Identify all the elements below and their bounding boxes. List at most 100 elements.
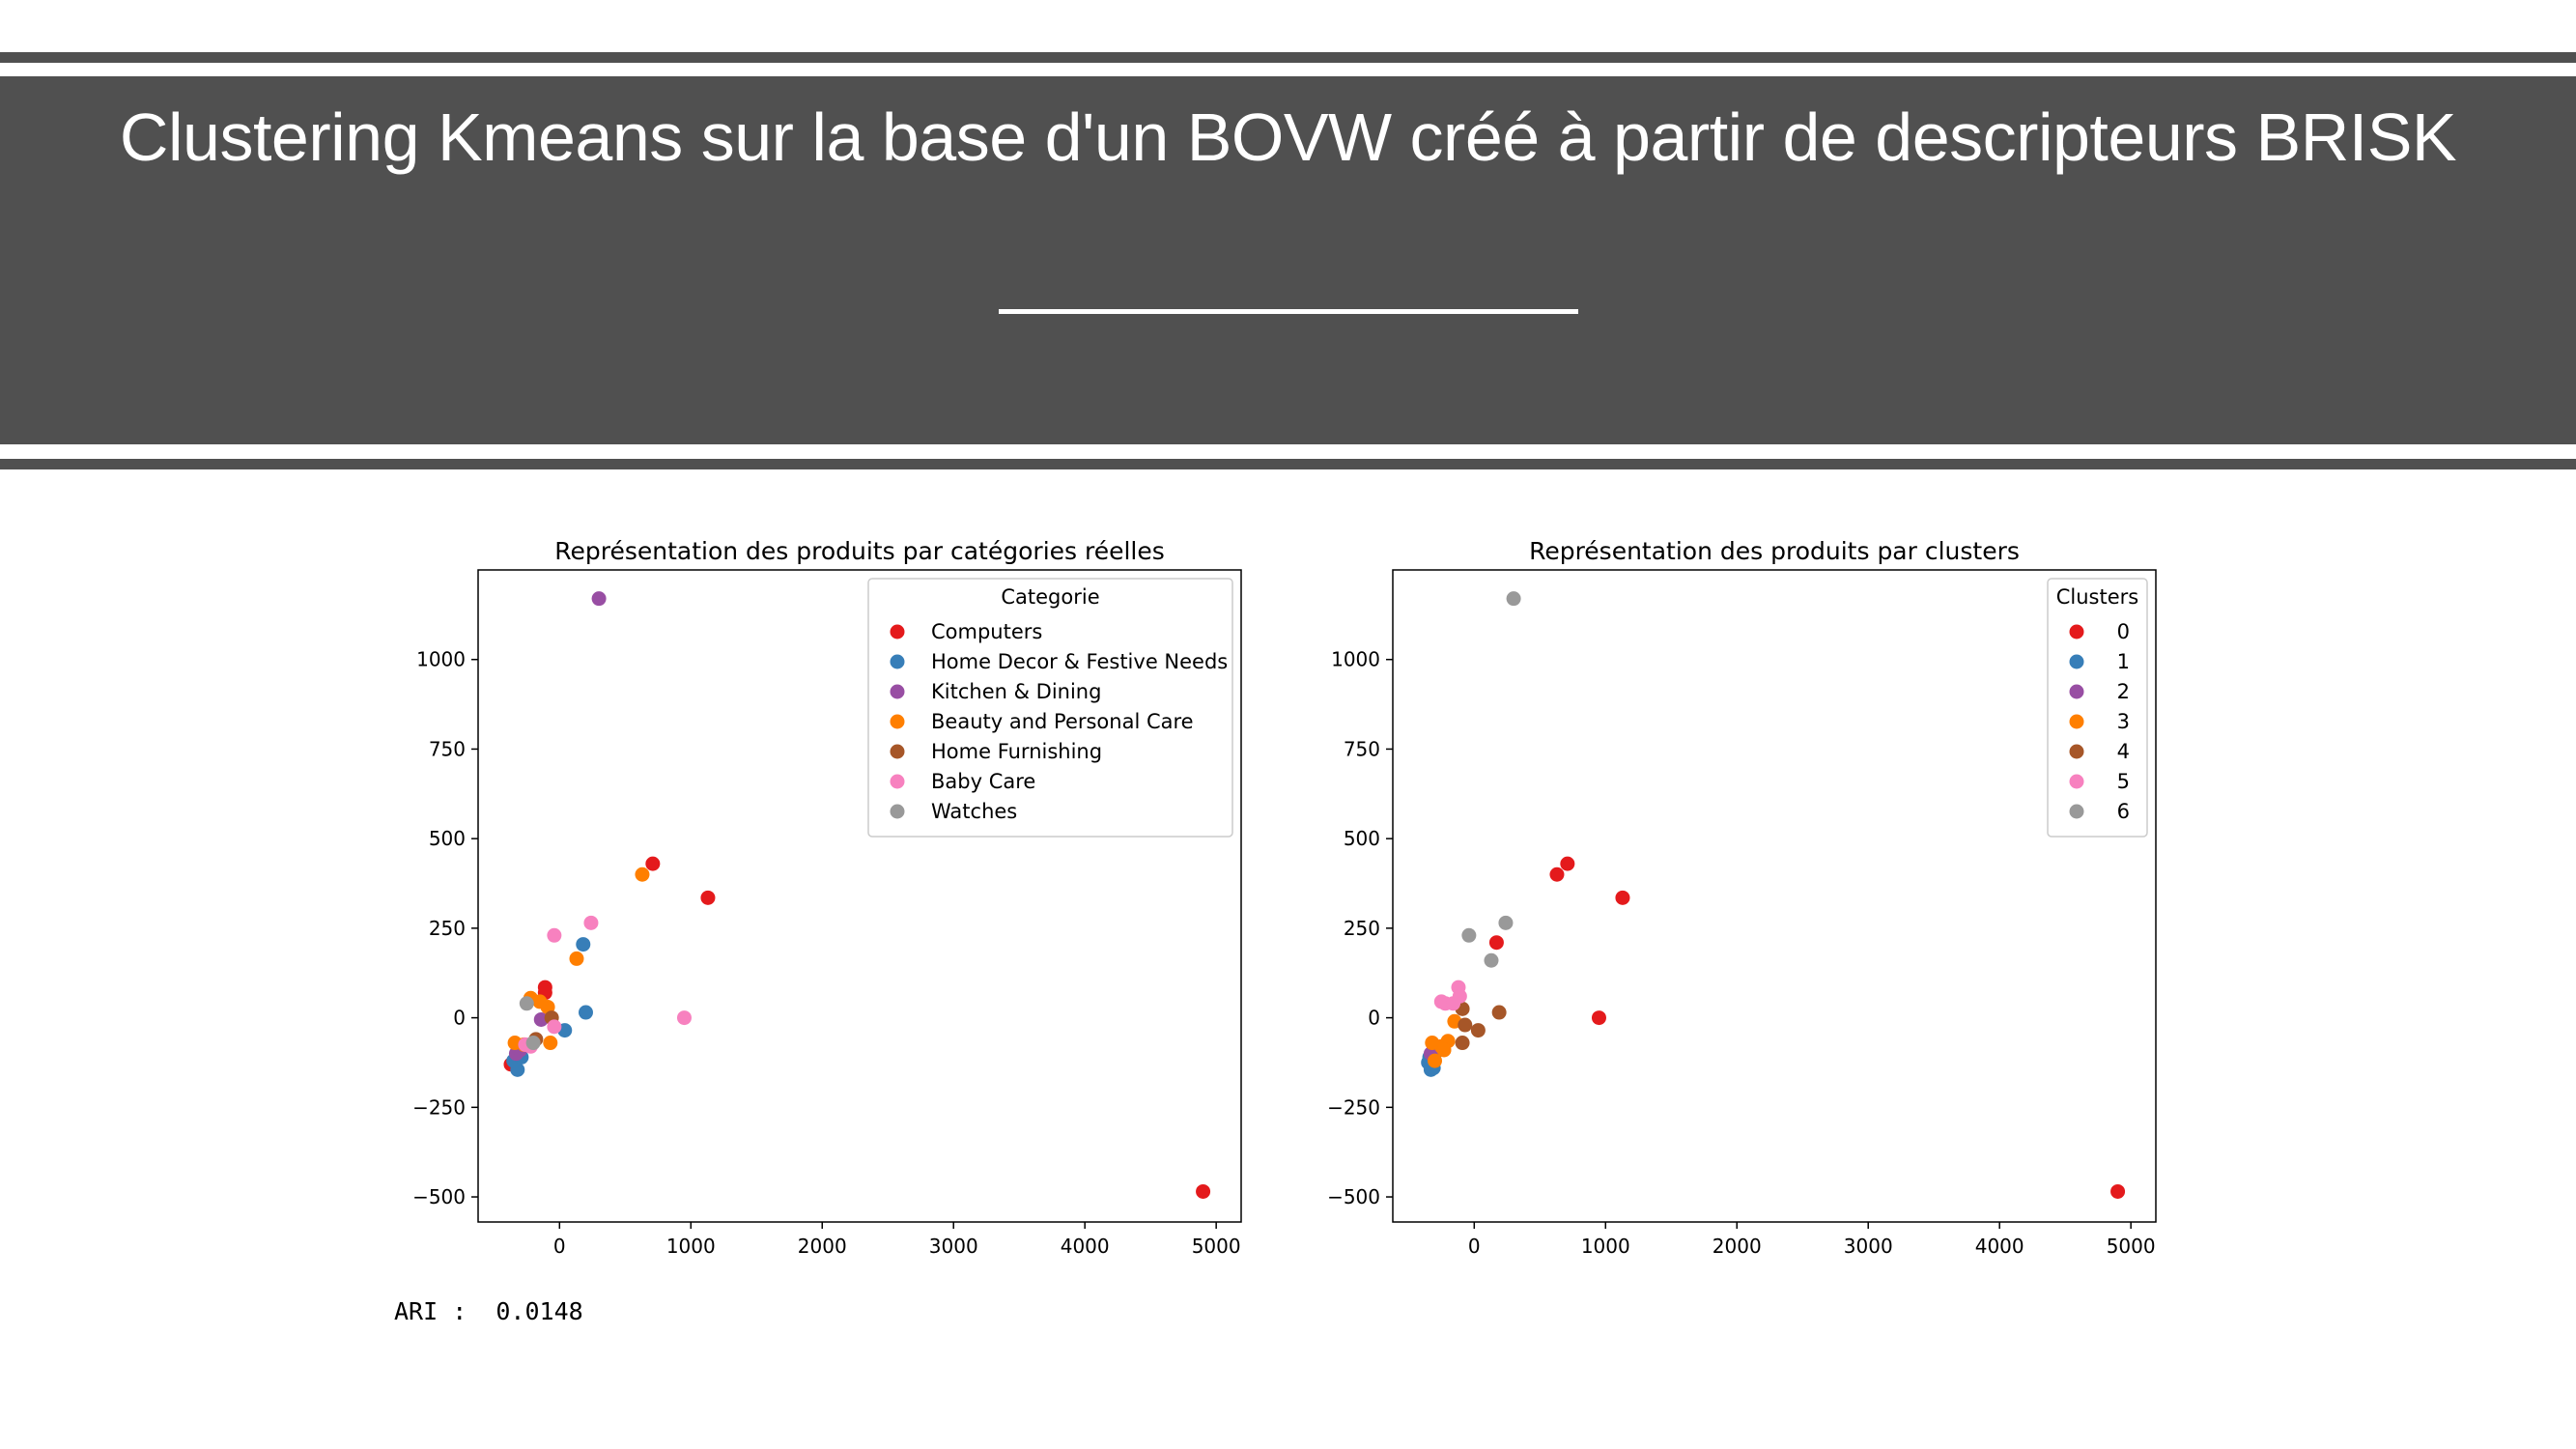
legend-label: Computers [931, 620, 1042, 643]
x-tick-label: 3000 [1844, 1235, 1893, 1258]
legend-label: Kitchen & Dining [931, 680, 1101, 703]
data-point [1549, 867, 1564, 882]
x-tick-label: 2000 [1713, 1235, 1762, 1258]
bottom-divider [0, 459, 2576, 469]
data-point [543, 1036, 557, 1050]
legend-marker [2070, 715, 2084, 729]
legend: Categorie Computers Home Decor & Festive N… [868, 579, 1232, 837]
x-tick-label: 1000 [1581, 1235, 1630, 1258]
legend-marker [891, 775, 905, 789]
legend-label: 4 [2117, 740, 2130, 763]
top-divider [0, 52, 2576, 63]
x-tick-label: 4000 [1975, 1235, 2024, 1258]
legend-title: Clusters [2056, 585, 2138, 609]
data-point [1592, 1010, 1606, 1025]
legend-marker [891, 805, 905, 819]
data-point [645, 857, 660, 871]
data-point [700, 891, 715, 905]
x-tick-label: 3000 [929, 1235, 978, 1258]
legend-marker [891, 655, 905, 669]
data-point [520, 996, 534, 1010]
legend-box [868, 579, 1232, 837]
y-tick-label: 750 [1344, 737, 1380, 760]
legend-label: Beauty and Personal Care [931, 710, 1194, 733]
data-point [526, 1036, 541, 1050]
data-point [583, 916, 598, 930]
ari-score: ARI : 0.0148 [394, 1297, 583, 1325]
y-tick-label: 0 [453, 1007, 466, 1030]
legend-marker [891, 715, 905, 729]
data-point [1615, 891, 1629, 905]
data-point [1560, 857, 1574, 871]
legend-box [2048, 579, 2147, 837]
legend-label: Watches [931, 800, 1017, 823]
chart-title: Représentation des produits par clusters [1529, 537, 2020, 565]
data-point [576, 937, 590, 952]
data-point [592, 591, 607, 606]
chart-categories: Représentation des produits par catégori… [412, 537, 1241, 1258]
data-point [1461, 928, 1476, 943]
ari-label: ARI : [394, 1297, 467, 1325]
data-point [579, 1006, 593, 1020]
data-point [1458, 1018, 1472, 1033]
legend-label: Home Furnishing [931, 740, 1102, 763]
data-point [635, 867, 649, 882]
y-tick-label: 1000 [1331, 648, 1380, 671]
data-point [1471, 1023, 1486, 1037]
legend-label: 0 [2117, 620, 2130, 643]
legend-label: 6 [2117, 800, 2130, 823]
data-point [1489, 935, 1504, 950]
ari-value: 0.0148 [495, 1297, 582, 1325]
legend-label: Baby Care [931, 770, 1035, 793]
legend-label: 1 [2117, 650, 2130, 673]
data-point [569, 952, 583, 966]
legend-label: 5 [2117, 770, 2130, 793]
y-tick-label: −500 [1327, 1185, 1380, 1208]
data-point [1492, 1006, 1507, 1020]
data-point [1498, 916, 1513, 930]
legend-label: 3 [2117, 710, 2130, 733]
data-point [547, 1019, 561, 1034]
data-point [1196, 1184, 1210, 1199]
x-tick-label: 5000 [2107, 1235, 2156, 1258]
legend-marker [891, 685, 905, 699]
y-tick-label: −250 [1327, 1095, 1380, 1119]
data-point [677, 1010, 692, 1025]
plot-frame [1393, 570, 2156, 1222]
legend-marker [891, 625, 905, 639]
y-tick-label: 500 [1344, 827, 1380, 850]
slide-title: Clustering Kmeans sur la base d'un BOVW … [0, 91, 2576, 184]
x-tick-label: 0 [553, 1235, 566, 1258]
data-point [1437, 1042, 1452, 1057]
y-tick-label: 250 [429, 917, 466, 940]
y-tick-label: 1000 [416, 648, 466, 671]
data-point [1507, 591, 1521, 606]
data-point [1484, 953, 1498, 968]
x-tick-label: 0 [1468, 1235, 1481, 1258]
legend-marker [2070, 775, 2084, 789]
legend-marker [2070, 805, 2084, 819]
legend-marker [891, 745, 905, 759]
y-tick-label: 0 [1368, 1007, 1380, 1030]
data-point [1456, 1036, 1470, 1050]
data-point [2110, 1184, 2125, 1199]
legend-label: Home Decor & Festive Needs [931, 650, 1228, 673]
legend-marker [2070, 685, 2084, 699]
legend-title: Categorie [1001, 585, 1099, 609]
legend-marker [2070, 655, 2084, 669]
y-tick-label: −500 [412, 1185, 466, 1208]
y-tick-label: 500 [429, 827, 466, 850]
scatter-figure: Représentation des produits par catégori… [367, 512, 2183, 1285]
x-tick-label: 2000 [798, 1235, 847, 1258]
y-tick-label: −250 [412, 1095, 466, 1119]
data-point [547, 928, 561, 943]
data-point [1453, 989, 1467, 1004]
chart-clusters: Représentation des produits par clusters… [1327, 537, 2156, 1258]
chart-title: Représentation des produits par catégori… [554, 537, 1165, 565]
legend-marker [2070, 625, 2084, 639]
x-tick-label: 4000 [1061, 1235, 1110, 1258]
legend-marker [2070, 745, 2084, 759]
legend-label: 2 [2117, 680, 2130, 703]
x-tick-label: 1000 [666, 1235, 716, 1258]
y-tick-label: 250 [1344, 917, 1380, 940]
